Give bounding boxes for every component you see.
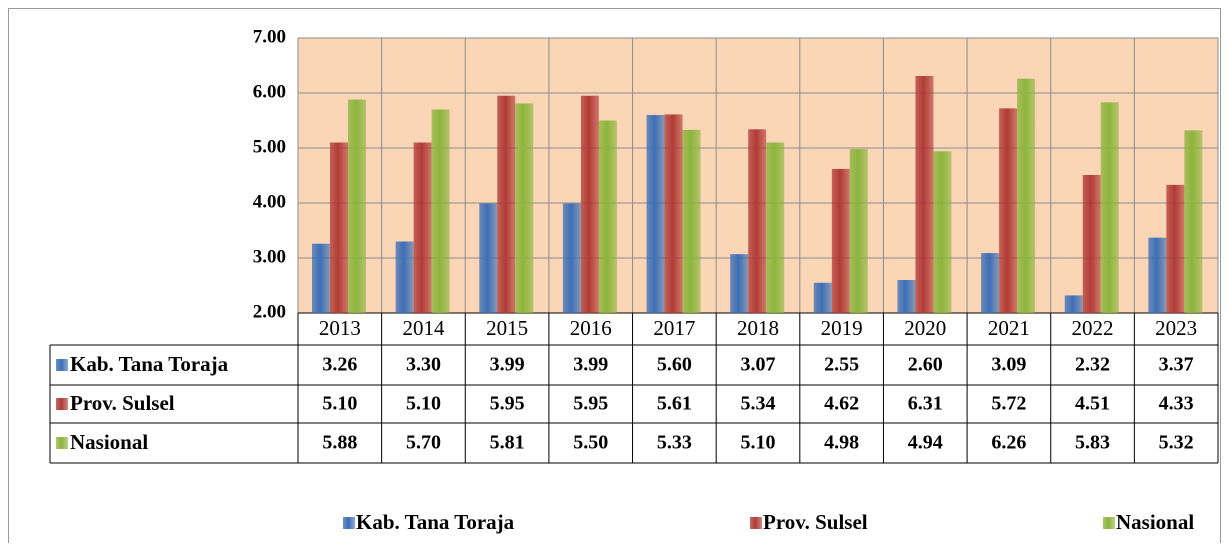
bar: [515, 103, 534, 313]
data-label: 5.10: [741, 432, 776, 454]
table-row-label: Prov. Sulsel: [70, 391, 175, 415]
legend-key: [56, 398, 68, 410]
data-label: 5.60: [657, 354, 692, 376]
legend-label: Prov. Sulsel: [763, 510, 868, 534]
x-tick-label: 2021: [988, 316, 1030, 340]
data-label: 5.88: [322, 432, 357, 454]
data-label: 5.61: [657, 393, 692, 415]
y-tick-label: 6.00: [253, 81, 286, 102]
bar: [849, 149, 868, 313]
data-label: 3.37: [1159, 354, 1194, 376]
data-label: 4.94: [908, 432, 943, 454]
data-label: 3.07: [741, 354, 776, 376]
data-label: 5.34: [741, 393, 776, 415]
x-tick-label: 2018: [737, 316, 779, 340]
bar: [312, 243, 330, 313]
data-label: 5.10: [322, 393, 357, 415]
data-label: 2.55: [824, 354, 859, 376]
bar: [748, 129, 767, 313]
bar: [646, 115, 665, 313]
x-tick-label: 2015: [486, 316, 528, 340]
table-row-label: Kab. Tana Toraja: [70, 352, 229, 376]
data-label: 6.26: [991, 432, 1026, 454]
bar: [1148, 237, 1167, 313]
bar: [1184, 130, 1203, 313]
bar: [999, 108, 1018, 314]
bar: [897, 280, 916, 313]
bar: [479, 203, 498, 313]
bar: [730, 254, 749, 313]
bar: [1064, 295, 1083, 313]
bar: [664, 114, 683, 313]
x-tick-label: 2022: [1072, 316, 1114, 340]
x-tick-label: 2016: [570, 316, 612, 340]
bar: [766, 142, 785, 313]
data-label: 5.81: [490, 432, 525, 454]
data-label: 5.70: [406, 432, 441, 454]
legend-key: [343, 517, 355, 529]
data-label: 4.98: [824, 432, 859, 454]
bar: [1100, 102, 1119, 313]
bar: [348, 99, 366, 313]
bar: [598, 120, 617, 313]
y-tick-label: 7.00: [253, 26, 286, 47]
bar: [497, 95, 516, 313]
x-tick-label: 2017: [653, 316, 695, 340]
bar: [413, 142, 432, 313]
legend-key: [56, 359, 68, 371]
data-label: 4.51: [1075, 393, 1110, 415]
x-tick-label: 2023: [1155, 316, 1197, 340]
legend-key: [56, 437, 68, 449]
data-label: 6.31: [908, 393, 943, 415]
bar: [813, 282, 832, 313]
bar: [831, 168, 850, 313]
bar: [1166, 184, 1185, 313]
data-label: 3.26: [322, 354, 357, 376]
bar: [562, 203, 581, 313]
data-label: 5.10: [406, 393, 441, 415]
data-label: 4.62: [824, 393, 859, 415]
bar: [933, 151, 952, 313]
bar: [981, 253, 1000, 313]
bar: [580, 95, 599, 313]
data-label: 5.95: [573, 393, 608, 415]
bar: [330, 142, 348, 313]
bar: [431, 109, 450, 313]
y-tick-label: 4.00: [253, 191, 286, 212]
x-tick-label: 2013: [319, 316, 361, 340]
legend-label: Nasional: [1116, 510, 1194, 534]
data-label: 3.09: [991, 354, 1026, 376]
bar: [1017, 78, 1036, 313]
x-tick-label: 2019: [821, 316, 863, 340]
data-label: 5.33: [657, 432, 692, 454]
data-label: 2.60: [908, 354, 943, 376]
data-label: 2.32: [1075, 354, 1110, 376]
data-label: 5.50: [573, 432, 608, 454]
data-label: 4.33: [1159, 393, 1194, 415]
data-label: 3.30: [406, 354, 441, 376]
x-tick-label: 2014: [402, 316, 445, 340]
data-label: 3.99: [490, 354, 525, 376]
bar: [682, 129, 701, 313]
y-tick-label: 5.00: [253, 136, 286, 157]
bar: [915, 75, 934, 313]
y-tick-label: 3.00: [253, 246, 286, 267]
bar: [1082, 174, 1101, 313]
legend-label: Kab. Tana Toraja: [356, 510, 515, 534]
legend-key: [1103, 517, 1115, 529]
bar: [395, 241, 414, 313]
y-tick-label: 2.00: [253, 301, 286, 322]
data-label: 5.72: [991, 393, 1026, 415]
data-label: 3.99: [573, 354, 608, 376]
data-label: 5.83: [1075, 432, 1110, 454]
legend-key: [750, 517, 762, 529]
data-label: 5.32: [1159, 432, 1194, 454]
x-tick-label: 2020: [904, 316, 946, 340]
data-label: 5.95: [490, 393, 525, 415]
table-row-label: Nasional: [70, 430, 148, 454]
